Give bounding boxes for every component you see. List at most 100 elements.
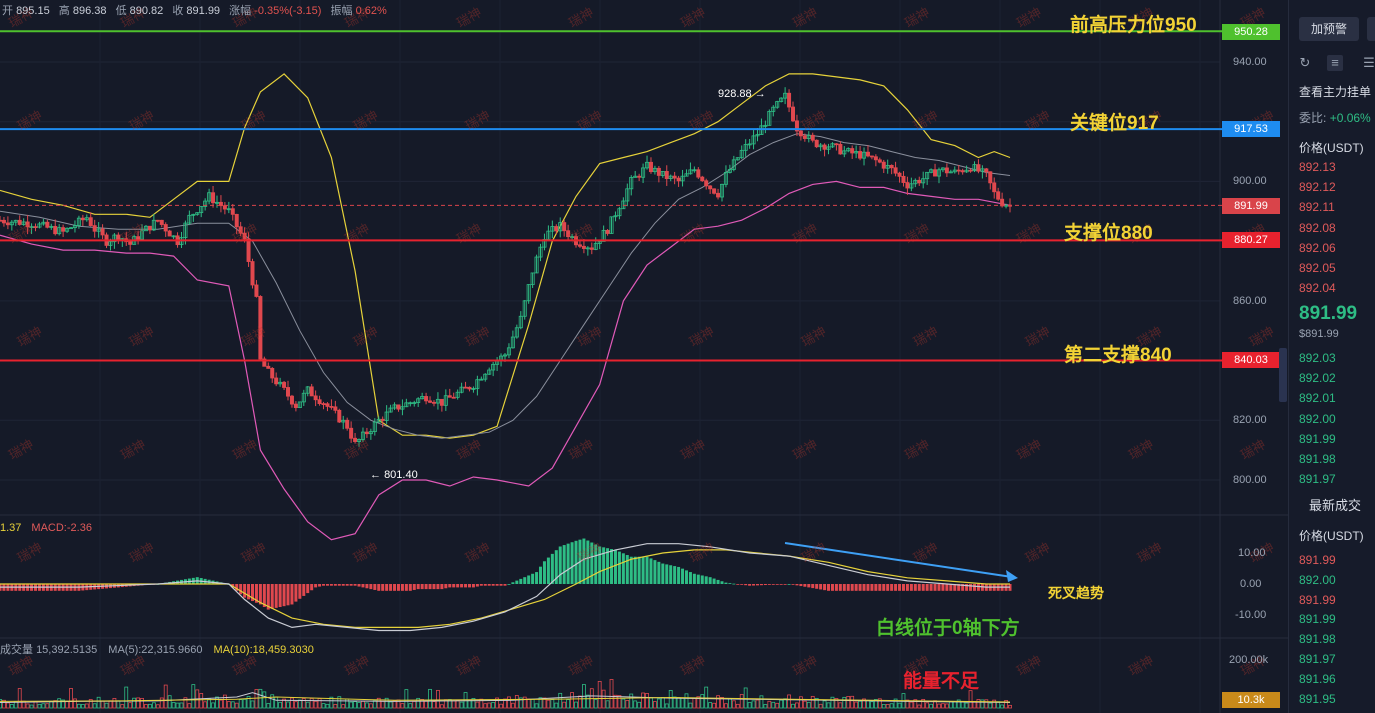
bid-price-row[interactable]: 891.97 <box>1299 472 1336 487</box>
candle-body <box>506 347 511 356</box>
trade-price-row[interactable]: 891.98 <box>1299 632 1336 647</box>
candle-body <box>810 134 815 141</box>
candle-body <box>388 407 393 413</box>
ask-price-row[interactable]: 892.11 <box>1299 200 1335 215</box>
bid-price-row[interactable]: 892.01 <box>1299 391 1336 406</box>
panel-collapse-handle[interactable] <box>1279 348 1287 402</box>
trade-price-row[interactable]: 892.00 <box>1299 572 1336 587</box>
macd-histogram-bar <box>641 556 645 584</box>
bid-price-row[interactable]: 891.99 <box>1299 431 1336 446</box>
volume-bar <box>905 699 910 709</box>
volume-bar <box>61 699 66 709</box>
volume-bar <box>964 702 969 709</box>
ask-price-row[interactable]: 892.04 <box>1299 281 1336 296</box>
ask-price-row[interactable]: 892.13 <box>1299 160 1336 174</box>
candle-body <box>992 182 997 193</box>
candle-body <box>787 92 792 108</box>
candle-body <box>976 164 981 172</box>
volume-bar <box>743 687 748 709</box>
macd-histogram-bar <box>428 584 432 590</box>
volume-bar <box>546 699 551 709</box>
bid-price-row[interactable]: 892.03 <box>1299 351 1336 365</box>
candle-body <box>538 246 543 258</box>
candle-body <box>428 400 433 403</box>
candle-body <box>826 146 831 150</box>
trade-price-row[interactable]: 891.97 <box>1299 652 1336 666</box>
high-marker-label: 928.88 → <box>718 88 766 100</box>
macd-histogram-bar <box>483 584 487 586</box>
ask-price-row[interactable]: 892.08 <box>1299 220 1336 235</box>
volume-bar <box>625 700 630 709</box>
watermark-text: 瑞神 <box>791 221 821 247</box>
macd-histogram-bar <box>653 560 657 584</box>
trade-price-row[interactable]: 891.96 <box>1299 671 1336 686</box>
candle-body <box>29 226 34 229</box>
add-alert-button[interactable]: 加预警 <box>1299 17 1359 41</box>
macd-histogram-bar <box>396 584 400 591</box>
volume-bar <box>432 701 436 709</box>
trade-price-row[interactable]: 891.99 <box>1299 612 1336 627</box>
volume-bar <box>518 697 523 709</box>
ask-price-row[interactable]: 892.05 <box>1299 261 1336 275</box>
candle-body <box>5 222 10 226</box>
candle-body <box>337 409 342 423</box>
macd-histogram-bar <box>878 584 882 591</box>
trade-price-row[interactable]: 891.95 <box>1299 691 1336 706</box>
macd-histogram-bar <box>894 584 898 591</box>
macd-histogram-bar <box>389 584 393 591</box>
bid-price-row[interactable]: 891.98 <box>1299 452 1336 466</box>
volume-bar <box>574 701 578 709</box>
order-book-title[interactable]: 查看主力挂单 <box>1299 85 1372 99</box>
ask-view-icon[interactable]: ☰ <box>1363 55 1375 70</box>
watermark-text: 瑞神 <box>455 5 485 31</box>
candle-body <box>41 221 46 225</box>
volume-bar <box>818 703 823 709</box>
volume-bar <box>278 701 283 709</box>
watermark-text: 瑞神 <box>351 324 381 350</box>
macd-histogram-bar <box>262 584 266 608</box>
ask-price-row[interactable]: 892.06 <box>1299 240 1336 255</box>
refresh-icon[interactable]: ↻ <box>1299 55 1311 70</box>
volume-bar <box>802 700 807 709</box>
macd-histogram-bar <box>436 584 440 590</box>
macd-histogram-bar <box>957 584 961 591</box>
candle-body <box>242 232 247 240</box>
macd-histogram-bar <box>243 584 247 598</box>
volume-bar <box>321 703 326 709</box>
macd-histogram-bar <box>491 584 495 586</box>
bid-ask-view-icon[interactable]: ≡ <box>1327 55 1343 71</box>
candle-body <box>641 167 646 178</box>
trade-price-row[interactable]: 891.99 <box>1299 592 1336 607</box>
watermark-text: 瑞神 <box>463 324 493 350</box>
candle-body <box>183 222 188 238</box>
macd-histogram-bar <box>949 584 953 591</box>
volume-bar <box>92 703 97 709</box>
volume-bar <box>751 700 756 709</box>
ask-price-row[interactable]: 892.12 <box>1299 180 1336 195</box>
volume-bar <box>305 701 310 709</box>
candle-body <box>980 168 985 172</box>
candle-body <box>100 228 105 236</box>
volume-bar <box>191 684 196 709</box>
candle-body <box>147 225 152 231</box>
volume-bar <box>605 700 610 709</box>
macd-histogram-bar <box>550 553 554 584</box>
volume-bar <box>368 703 373 709</box>
bid-price-row[interactable]: 892.02 <box>1299 371 1336 386</box>
volume-bar <box>380 700 385 709</box>
candle-body <box>731 159 736 170</box>
trade-price-row[interactable]: 891.99 <box>1299 553 1336 567</box>
volume-bar <box>270 694 275 709</box>
level-label-950: 前高压力位950 <box>1070 15 1197 36</box>
volume-bar <box>948 701 953 709</box>
volume-bar <box>688 702 693 709</box>
volume-bar <box>763 704 768 709</box>
candle-body <box>518 315 523 329</box>
more-button[interactable] <box>1367 17 1375 41</box>
candle-body <box>775 101 780 108</box>
candle-body <box>96 228 101 232</box>
bid-price-row[interactable]: 892.00 <box>1299 411 1336 426</box>
volume-bar <box>226 701 231 709</box>
macd-histogram-bar <box>495 584 499 586</box>
watermark-text: 瑞神 <box>687 324 717 350</box>
